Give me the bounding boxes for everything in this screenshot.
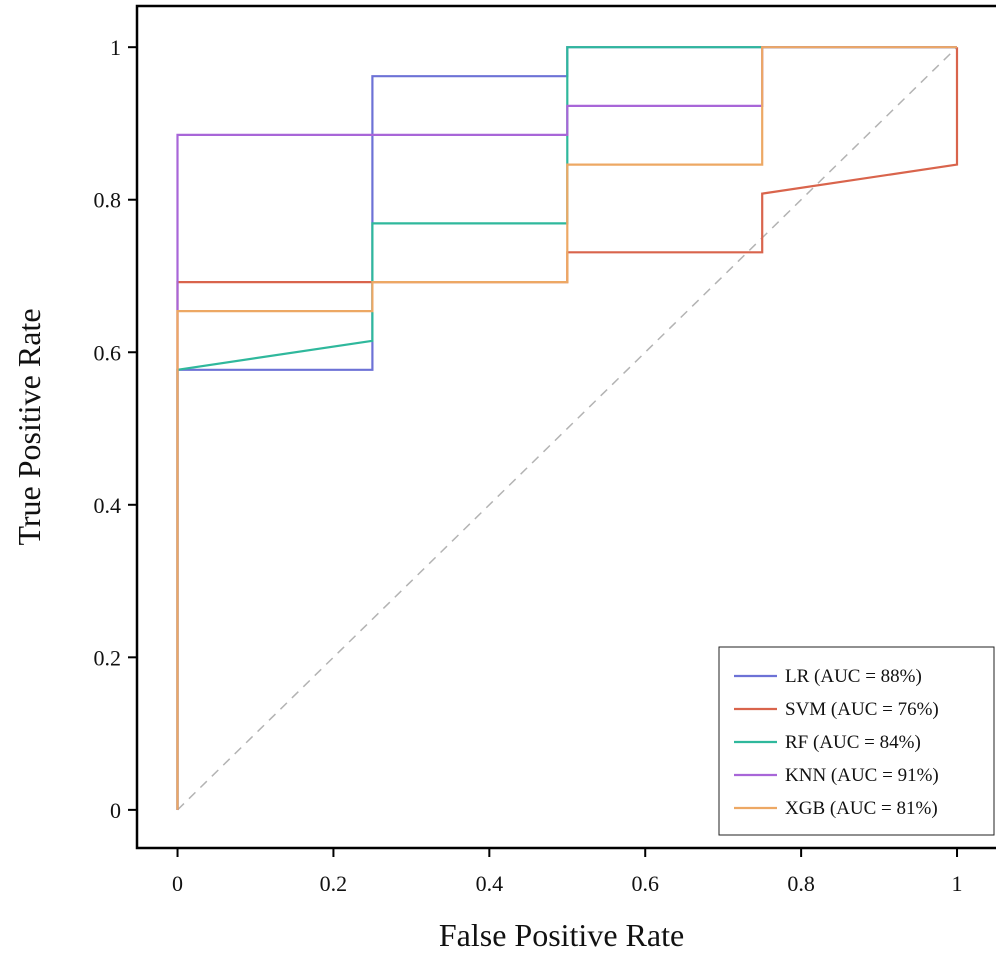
legend-label-4: XGB (AUC = 81%): [785, 798, 938, 819]
y-tick-label: 0.4: [94, 493, 122, 518]
y-tick-label: 0: [110, 798, 121, 823]
axes: [128, 4, 996, 857]
y-axis-title: True Positive Rate: [11, 308, 47, 545]
reference-diagonal-line: [177, 46, 958, 811]
legend-label-3: KNN (AUC = 91%): [785, 765, 939, 786]
legend: LR (AUC = 88%) SVM (AUC = 76%) RF (AUC = 8…: [718, 646, 995, 836]
x-tick-label: 0.2: [320, 871, 348, 896]
series-line-1: [176, 47, 959, 810]
x-tick-label: 0.6: [631, 871, 659, 896]
series-line-4: [176, 46, 957, 810]
plot-area: [176, 46, 959, 811]
legend-label-0: LR (AUC = 88%): [785, 666, 922, 687]
y-tick-label: 1: [110, 35, 121, 60]
x-tick-label: 1: [952, 871, 963, 896]
y-tick-label: 0.6: [94, 340, 122, 365]
x-tick-label: 0.4: [476, 871, 504, 896]
legend-label-2: RF (AUC = 84%): [785, 732, 921, 753]
legend-label-1: SVM (AUC = 76%): [785, 699, 939, 720]
y-tick-label: 0.2: [94, 645, 122, 670]
axis-frame: [135, 4, 996, 850]
y-tick-label: 0.8: [94, 188, 122, 213]
x-tick-label: 0.8: [787, 871, 815, 896]
x-axis-title: False Positive Rate: [439, 917, 684, 953]
tick-labels: 0 0.2 0.4 0.6 0.8 1 0 0.2 0.4 0.6 0.8 1: [94, 35, 963, 896]
x-tick-label: 0: [172, 871, 183, 896]
